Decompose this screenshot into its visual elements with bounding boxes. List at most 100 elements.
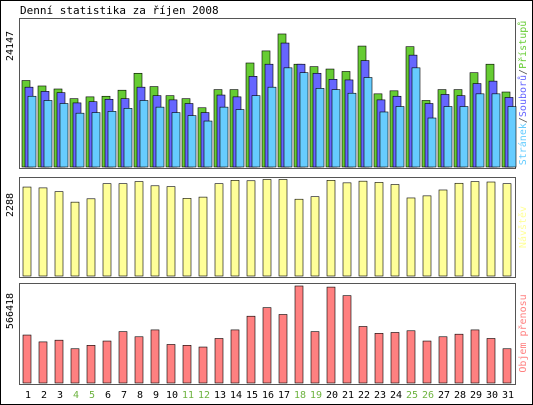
bar	[379, 111, 389, 168]
bar	[59, 103, 69, 168]
chart-title: Denní statistika za říjen 2008	[20, 4, 219, 17]
bar	[374, 182, 384, 277]
x-tick-label: 31	[502, 390, 514, 401]
bar	[91, 112, 101, 168]
bar	[438, 189, 448, 277]
bar	[310, 331, 320, 384]
bar	[326, 286, 336, 384]
bar	[198, 196, 208, 277]
bar	[278, 314, 288, 384]
bar	[374, 333, 384, 384]
bar	[422, 340, 432, 384]
x-tick-label: 6	[105, 390, 111, 401]
bar	[267, 86, 277, 168]
x-tick-label: 13	[214, 390, 226, 401]
x-tick-label: 30	[486, 390, 498, 401]
bar	[134, 336, 144, 384]
legend-entry: Souborů	[517, 75, 529, 117]
bar	[246, 315, 256, 384]
bar	[123, 108, 133, 168]
bar	[166, 344, 176, 384]
bar	[358, 180, 368, 277]
x-tick-label: 9	[153, 390, 159, 401]
bar	[459, 106, 469, 168]
bar	[422, 195, 432, 277]
legend: Návštěv	[517, 206, 529, 248]
bar	[294, 285, 304, 384]
bar	[342, 295, 352, 384]
bar	[75, 112, 85, 168]
x-tick-label: 10	[166, 390, 178, 401]
bar	[182, 198, 192, 277]
bar	[198, 346, 208, 384]
legend-entry: /	[518, 69, 529, 75]
bar	[22, 186, 32, 277]
x-tick-label: 7	[121, 390, 127, 401]
bar	[70, 348, 80, 384]
x-tick-label: 8	[137, 390, 143, 401]
bar	[390, 184, 400, 277]
bar	[486, 181, 496, 277]
bar	[203, 120, 213, 168]
bar	[326, 180, 336, 277]
bar	[214, 338, 224, 384]
bar	[347, 92, 357, 168]
bar	[331, 89, 341, 168]
bar	[86, 198, 96, 277]
bar	[454, 182, 464, 277]
bar	[54, 191, 64, 277]
bar	[283, 67, 293, 168]
bar	[107, 111, 117, 168]
bar	[502, 348, 512, 384]
bar	[262, 179, 272, 277]
bar	[230, 329, 240, 384]
bar	[342, 182, 352, 277]
bar	[118, 331, 128, 384]
bar	[470, 181, 480, 277]
x-tick-label: 5	[89, 390, 95, 401]
bar	[507, 106, 517, 168]
panel-2: 2288 Návštěv	[5, 177, 529, 278]
bar	[411, 67, 421, 168]
x-tick-label: 19	[310, 390, 322, 401]
bar	[486, 338, 496, 384]
bar	[118, 183, 128, 277]
bar	[230, 180, 240, 277]
bar	[475, 93, 485, 168]
bar	[22, 334, 32, 384]
bar	[406, 330, 416, 384]
bar	[427, 117, 437, 168]
bar	[294, 198, 304, 277]
bar	[438, 336, 448, 384]
bar	[43, 100, 53, 168]
bar	[246, 180, 256, 277]
bar	[470, 329, 480, 384]
x-tick-label: 29	[470, 390, 482, 401]
legend: Objem přenosu	[517, 294, 529, 372]
bar	[214, 183, 224, 277]
bar	[363, 77, 373, 168]
bar	[171, 112, 181, 168]
x-tick-label: 2	[41, 390, 47, 401]
x-tick-label: 28	[454, 390, 466, 401]
x-tick-label: 12	[198, 390, 210, 401]
x-tick-label: 4	[73, 390, 79, 401]
x-tick-label: 23	[374, 390, 386, 401]
bar	[251, 95, 261, 168]
bar	[315, 88, 325, 168]
x-tick-label: 22	[358, 390, 370, 401]
bar	[219, 106, 229, 168]
bar	[134, 181, 144, 277]
x-tick-label: 16	[262, 390, 274, 401]
bar	[262, 307, 272, 384]
bar	[166, 186, 176, 277]
bar	[443, 106, 453, 168]
bar	[54, 339, 64, 384]
bar	[406, 197, 416, 277]
bar	[155, 106, 165, 168]
x-tick-label: 11	[182, 390, 194, 401]
legend: Stránek/Souborů/Přístupů	[517, 21, 529, 166]
bar	[278, 179, 288, 277]
